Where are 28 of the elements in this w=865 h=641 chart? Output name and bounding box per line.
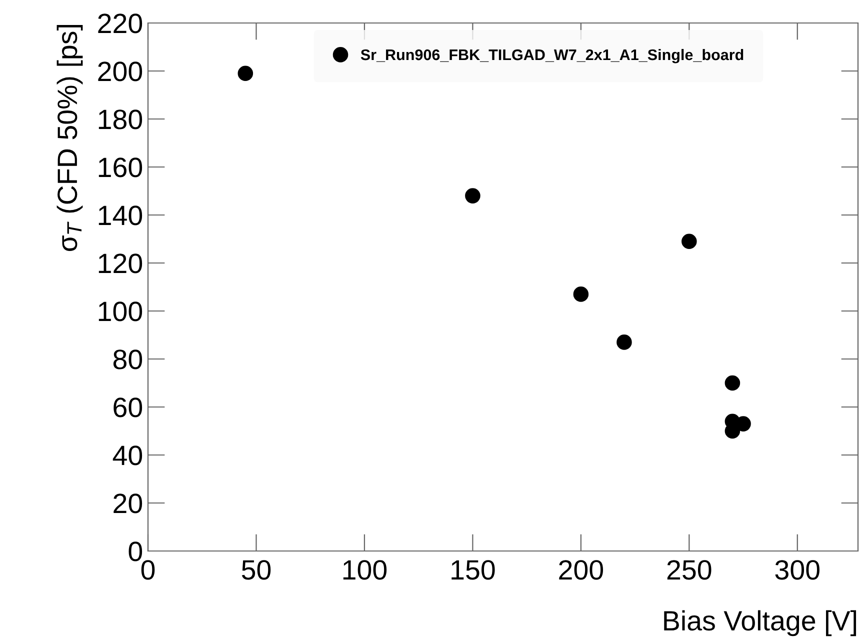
- y-tick-label: 220: [98, 14, 142, 34]
- x-tick-label: 150: [452, 560, 495, 580]
- y-tick-label: 0: [128, 542, 142, 562]
- y-tick-label: 100: [98, 302, 142, 322]
- point: [573, 286, 589, 302]
- x-tick-label: 300: [775, 560, 820, 580]
- y-tick-label: 120: [98, 254, 142, 274]
- x-axis-title: Bias Voltage [V]: [664, 610, 856, 636]
- y-tick-label: 160: [98, 158, 142, 178]
- x-tick-label: 50: [242, 560, 271, 580]
- x-tick-label: 200: [559, 560, 604, 580]
- y-tick-label: 60: [114, 398, 142, 418]
- y-tick-label: 20: [114, 494, 142, 514]
- point: [616, 334, 632, 350]
- y-tick-label: 140: [98, 206, 142, 226]
- y-tick-label: 40: [112, 446, 142, 466]
- y-tick-label: 200: [98, 62, 142, 82]
- y-axis-title: σ$_{T}$ (CFD 50%) [ps]: [56, 24, 83, 251]
- point: [238, 66, 254, 82]
- x-tick-label: 100: [343, 560, 387, 580]
- x-tick-label: 0: [141, 560, 155, 580]
- legend-label: Sr_Run906_FBK_TILGAD_W7_2x1_A1_Single_board: [360, 48, 744, 64]
- point: [465, 188, 480, 204]
- point: [682, 234, 697, 250]
- y-tick-label: 180: [98, 110, 142, 130]
- x-tick-label: 250: [667, 560, 712, 580]
- point: [724, 375, 740, 391]
- y-tick-label: 80: [113, 350, 142, 370]
